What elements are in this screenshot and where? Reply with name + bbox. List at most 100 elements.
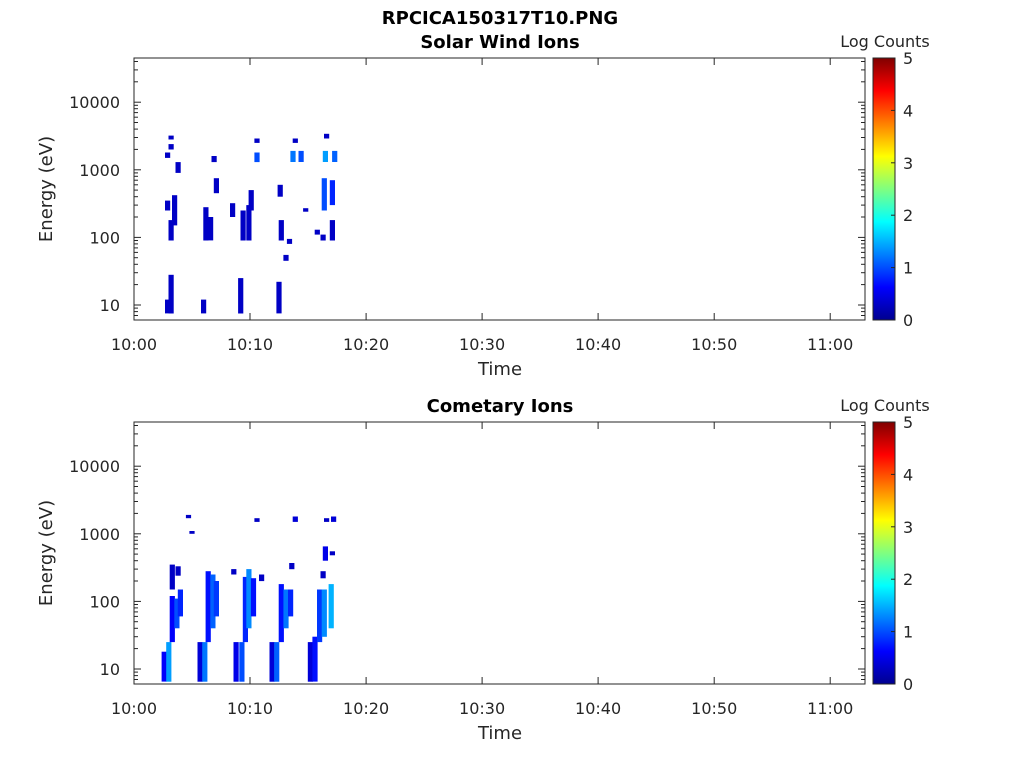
y-ticks: 10 100 1000 10000 [69,425,865,685]
spectrogram-cell [201,299,207,314]
spectrogram-cell [213,581,219,617]
spectrogram-cell [233,642,239,682]
spectrogram-cell [259,574,265,582]
spectrogram-cell [278,584,284,643]
spectrogram-cell [210,574,216,629]
spectrogram-cell [276,281,282,314]
spectrogram-cell [177,589,183,617]
spectrogram-cells [165,133,338,314]
spectrogram-cell [175,162,181,173]
panel-title: Cometary Ions [427,396,574,417]
plot-frame [133,57,866,321]
spectrogram-cell [298,150,304,162]
x-tick-label: 10:10 [227,699,273,718]
spectrogram-cell [168,135,174,140]
y-axis-label: Energy (eV) [36,500,57,606]
spectrogram-cell [202,642,208,682]
spectrogram-cells [161,514,337,682]
spectrogram-cell [277,184,283,197]
x-tick-label: 10:30 [459,335,505,354]
x-tick-label: 10:20 [343,335,389,354]
spectrogram-cell [165,200,171,211]
spectrogram-cell [254,518,260,522]
x-tick-label: 10:50 [691,699,737,718]
spectrogram-cell [292,138,298,143]
colorbar-tick-label: 3 [903,154,913,173]
spectrogram-cell [189,531,195,534]
spectrogram-cell [165,152,171,158]
spectrogram-cell [172,195,178,226]
spectrogram-cell [290,150,296,162]
panel-title: Solar Wind Ions [420,32,579,53]
colorbar-ticks: 0 1 2 3 4 5 [891,49,913,330]
spectrogram-cell [239,642,245,682]
colorbar-label: Log Counts [840,396,930,415]
x-tick-label: 11:00 [807,699,853,718]
spectrogram-cell [205,571,211,643]
spectrogram-cell [242,576,248,643]
spectrogram-cell [314,229,320,235]
spectrogram-cell [278,220,284,241]
colorbar-tick-label: 0 [903,675,913,694]
spectrogram-cell [168,144,174,150]
spectrogram-cell [320,571,326,579]
x-tick-label: 10:40 [575,335,621,354]
spectrogram-cell [174,598,180,629]
colorbar-tick-label: 1 [903,259,913,278]
spectrogram-cell [165,299,171,314]
spectrogram-cell [211,156,217,163]
spectrogram-cell [161,651,167,682]
spectrogram-cell [175,566,181,576]
x-axis-label: Time [477,359,522,380]
spectrogram-cell [269,642,275,682]
y-tick-label: 1000 [79,525,120,544]
colorbar-tick-label: 4 [903,101,913,120]
x-tick-label: 10:50 [691,335,737,354]
x-ticks: 10:00 10:10 10:20 10:30 10:40 10:50 11:00 [111,422,853,718]
y-tick-label: 10000 [69,93,120,112]
colorbar-tick-label: 3 [903,518,913,537]
spectrogram-cell [303,208,309,212]
spectrogram-cell [213,178,219,194]
spectrogram-cell [286,238,293,244]
spectrogram-cell [246,569,252,629]
spectrogram-cell [322,150,328,162]
spectrogram-cell [328,584,334,629]
plot-area [134,58,865,320]
spectrogram-cell [292,516,298,522]
x-tick-label: 10:00 [111,699,157,718]
y-ticks: 10 100 1000 10000 [69,61,865,321]
colorbar-tick-label: 2 [903,206,913,225]
spectrogram-cell [307,642,313,682]
spectrogram-cell [289,563,295,570]
spectrogram-cell [246,205,252,241]
spectrogram-cell [329,220,335,241]
spectrogram-cell [331,516,337,522]
spectrogram-cell [240,210,246,241]
spectrogram-cell [329,551,335,556]
x-axis-label: Time [477,723,522,744]
spectrogram-cell [322,546,328,561]
y-tick-label: 100 [89,592,120,611]
spectrogram-cell [274,642,280,682]
spectrogram-cell [230,203,236,217]
spectrogram-cell [169,564,175,590]
x-tick-label: 10:20 [343,699,389,718]
colorbar [872,57,896,321]
spectrogram-cell [283,254,289,261]
x-ticks: 10:00 10:10 10:20 10:30 10:40 10:50 11:00 [111,58,853,354]
colorbar-ticks: 0 1 2 3 4 5 [891,413,913,694]
spectrogram-cell [288,589,294,617]
x-tick-label: 10:00 [111,335,157,354]
spectrogram-cell [248,190,254,211]
y-tick-label: 10 [100,296,120,315]
spectrogram-cell [254,152,260,163]
y-tick-label: 10000 [69,457,120,476]
spectrogram-cell [324,133,330,139]
x-tick-label: 10:10 [227,335,273,354]
plot-area [134,422,865,684]
colorbar-tick-label: 2 [903,570,913,589]
